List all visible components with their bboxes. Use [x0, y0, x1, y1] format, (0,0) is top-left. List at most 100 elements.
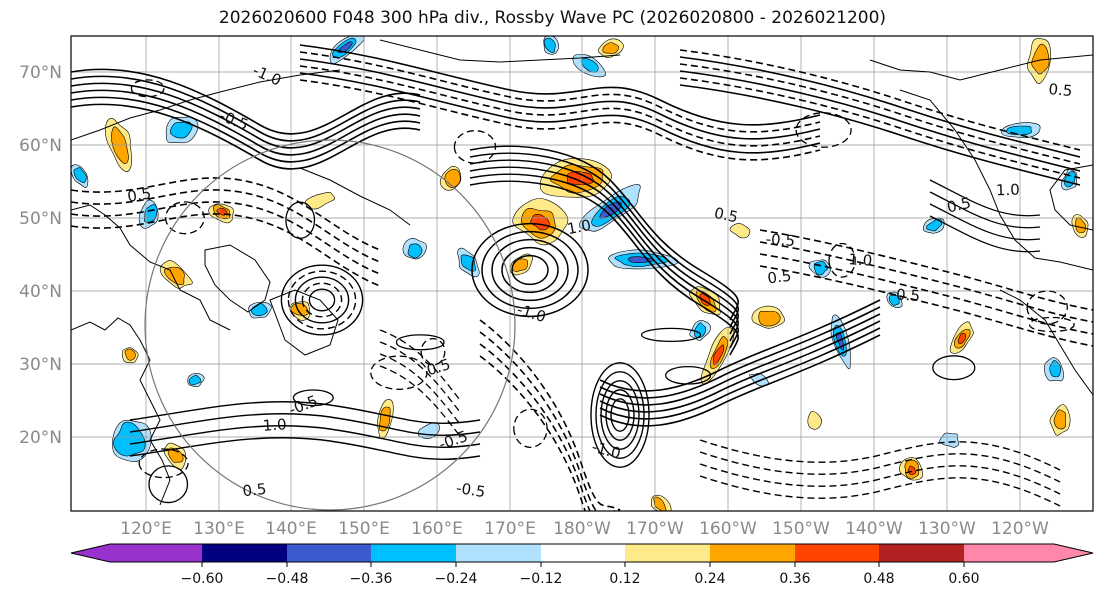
positive-contour: [600, 380, 640, 450]
divergence-positive-patch: [602, 42, 619, 54]
positive-contour: [665, 365, 712, 385]
negative-contour: [138, 448, 189, 479]
positive-contour: [148, 465, 189, 504]
positive-contour: [71, 103, 421, 170]
positive-contour: [299, 44, 821, 126]
coastline: [379, 39, 621, 63]
divergence-negative-patch: [543, 37, 556, 53]
colorbar-tick-label: 0.12: [609, 571, 640, 587]
divergence-negative-patch: [628, 256, 654, 264]
colorbar-tick-label: 0.36: [779, 571, 810, 587]
negative-contour: [71, 177, 381, 251]
contour-value-label: 1.0: [848, 250, 873, 270]
positive-contour: [299, 58, 821, 140]
positive-contour: [679, 70, 1081, 172]
coastline: [269, 289, 339, 356]
positive-contour: [501, 246, 559, 294]
positive-contour: [469, 152, 739, 328]
negative-contour: [479, 355, 621, 511]
positive-contour: [308, 288, 336, 312]
positive-contour: [929, 191, 1041, 229]
lon-tick-label: 130°E: [193, 519, 245, 539]
lat-tick-label: 40°N: [19, 282, 62, 302]
lat-tick-label: 60°N: [19, 136, 62, 156]
map-title: 2026020600 F048 300 hPa div., Rossby Wav…: [218, 8, 887, 28]
lon-tick-label: 170°E: [484, 519, 536, 539]
negative-contour: [379, 365, 461, 437]
positive-contour: [469, 173, 739, 349]
positive-contour: [932, 355, 976, 381]
lon-tick-label: 120°E: [120, 519, 172, 539]
contour-value-label: 1.0: [262, 415, 287, 435]
negative-contour: [699, 475, 1061, 507]
divergence-positive-patch: [305, 192, 336, 210]
positive-contour: [599, 313, 881, 406]
divergence-positive-patch: [1075, 217, 1087, 234]
coastlines: [71, 39, 1093, 506]
negative-contour: [299, 65, 821, 147]
coastline: [899, 89, 1093, 271]
colorbar-tick-label: 0.48: [863, 571, 894, 587]
colorbar-tick-label: 0.24: [694, 571, 725, 587]
negative-contour: [71, 213, 381, 287]
contour-value-label: 0.5: [1048, 80, 1073, 100]
positive-contour: [599, 306, 881, 399]
colorbar-cell: [287, 544, 371, 562]
negative-contour: [513, 408, 548, 448]
colorbar-tick-label: −0.24: [435, 571, 478, 587]
positive-contour: [469, 180, 739, 356]
divergence-negative-patch: [693, 322, 707, 338]
region-circle: [144, 139, 516, 511]
coastline: [999, 289, 1093, 396]
colorbar-outline: [70, 543, 1094, 563]
negative-contour: [71, 201, 381, 275]
divergence-positive-patch: [758, 310, 781, 327]
positive-contour: [599, 327, 881, 420]
positive-contour: [595, 371, 645, 459]
positive-contour: [469, 145, 739, 321]
contour-value-label: 0.5: [126, 184, 152, 206]
divergence-positive-patch: [907, 465, 916, 476]
divergence-negative-patch: [1006, 125, 1032, 136]
positive-contour: [129, 413, 481, 436]
positive-contour: [605, 389, 635, 441]
divergence-negative-patch: [926, 218, 943, 232]
divergence-positive-patch: [163, 266, 185, 286]
colorbar-tick-label: −0.48: [266, 571, 309, 587]
positive-contour: [71, 96, 421, 163]
colorbar-tick-label: −0.60: [181, 571, 224, 587]
negative-contour: [1029, 316, 1075, 333]
negative-contour: [479, 319, 621, 511]
divergence-negative-patch: [73, 167, 87, 183]
lon-tick-label: 170°W: [626, 519, 684, 539]
lat-tick-label: 50°N: [19, 209, 62, 229]
positive-contour: [469, 159, 739, 335]
longitude-axis: 120°E 130°E 140°E 150°E 160°E 170°E 180°W 170°W…: [120, 519, 1049, 539]
lat-tick-label: 20°N: [19, 428, 62, 448]
colorbar-cell: [879, 544, 964, 562]
divergence-positive-patch: [1053, 409, 1066, 430]
positive-contour: [129, 401, 481, 424]
rossby-wave-contours: [71, 44, 1093, 511]
colorbar-cell: [625, 544, 710, 562]
positive-contour: [71, 75, 421, 142]
latitude-axis: 70°N 60°N 50°N 40°N 30°N 20°N: [19, 63, 62, 448]
positive-contour: [929, 215, 1041, 253]
negative-contour: [479, 331, 621, 511]
lon-tick-label: 150°W: [772, 519, 830, 539]
positive-contour: [929, 203, 1041, 241]
colorbar-cell: [371, 544, 456, 562]
map-frame: [70, 35, 1094, 512]
map-panel: 0.5-0.5-1.01.00.5-0.51.00.5-0.5-1.00.50.…: [70, 35, 1094, 512]
negative-contour: [828, 242, 856, 278]
colorbar-cell: [202, 544, 287, 562]
contour-value-label: -0.5: [890, 285, 920, 305]
colorbar-max-arrow: [1054, 544, 1093, 562]
colorbar-cell: [541, 544, 625, 562]
coastline: [71, 69, 341, 141]
positive-contour: [599, 320, 881, 413]
divergence-positive-patch: [167, 447, 184, 463]
divergence-positive-patch: [124, 348, 136, 361]
positive-contour: [640, 327, 702, 343]
lon-tick-label: 140°W: [845, 519, 903, 539]
